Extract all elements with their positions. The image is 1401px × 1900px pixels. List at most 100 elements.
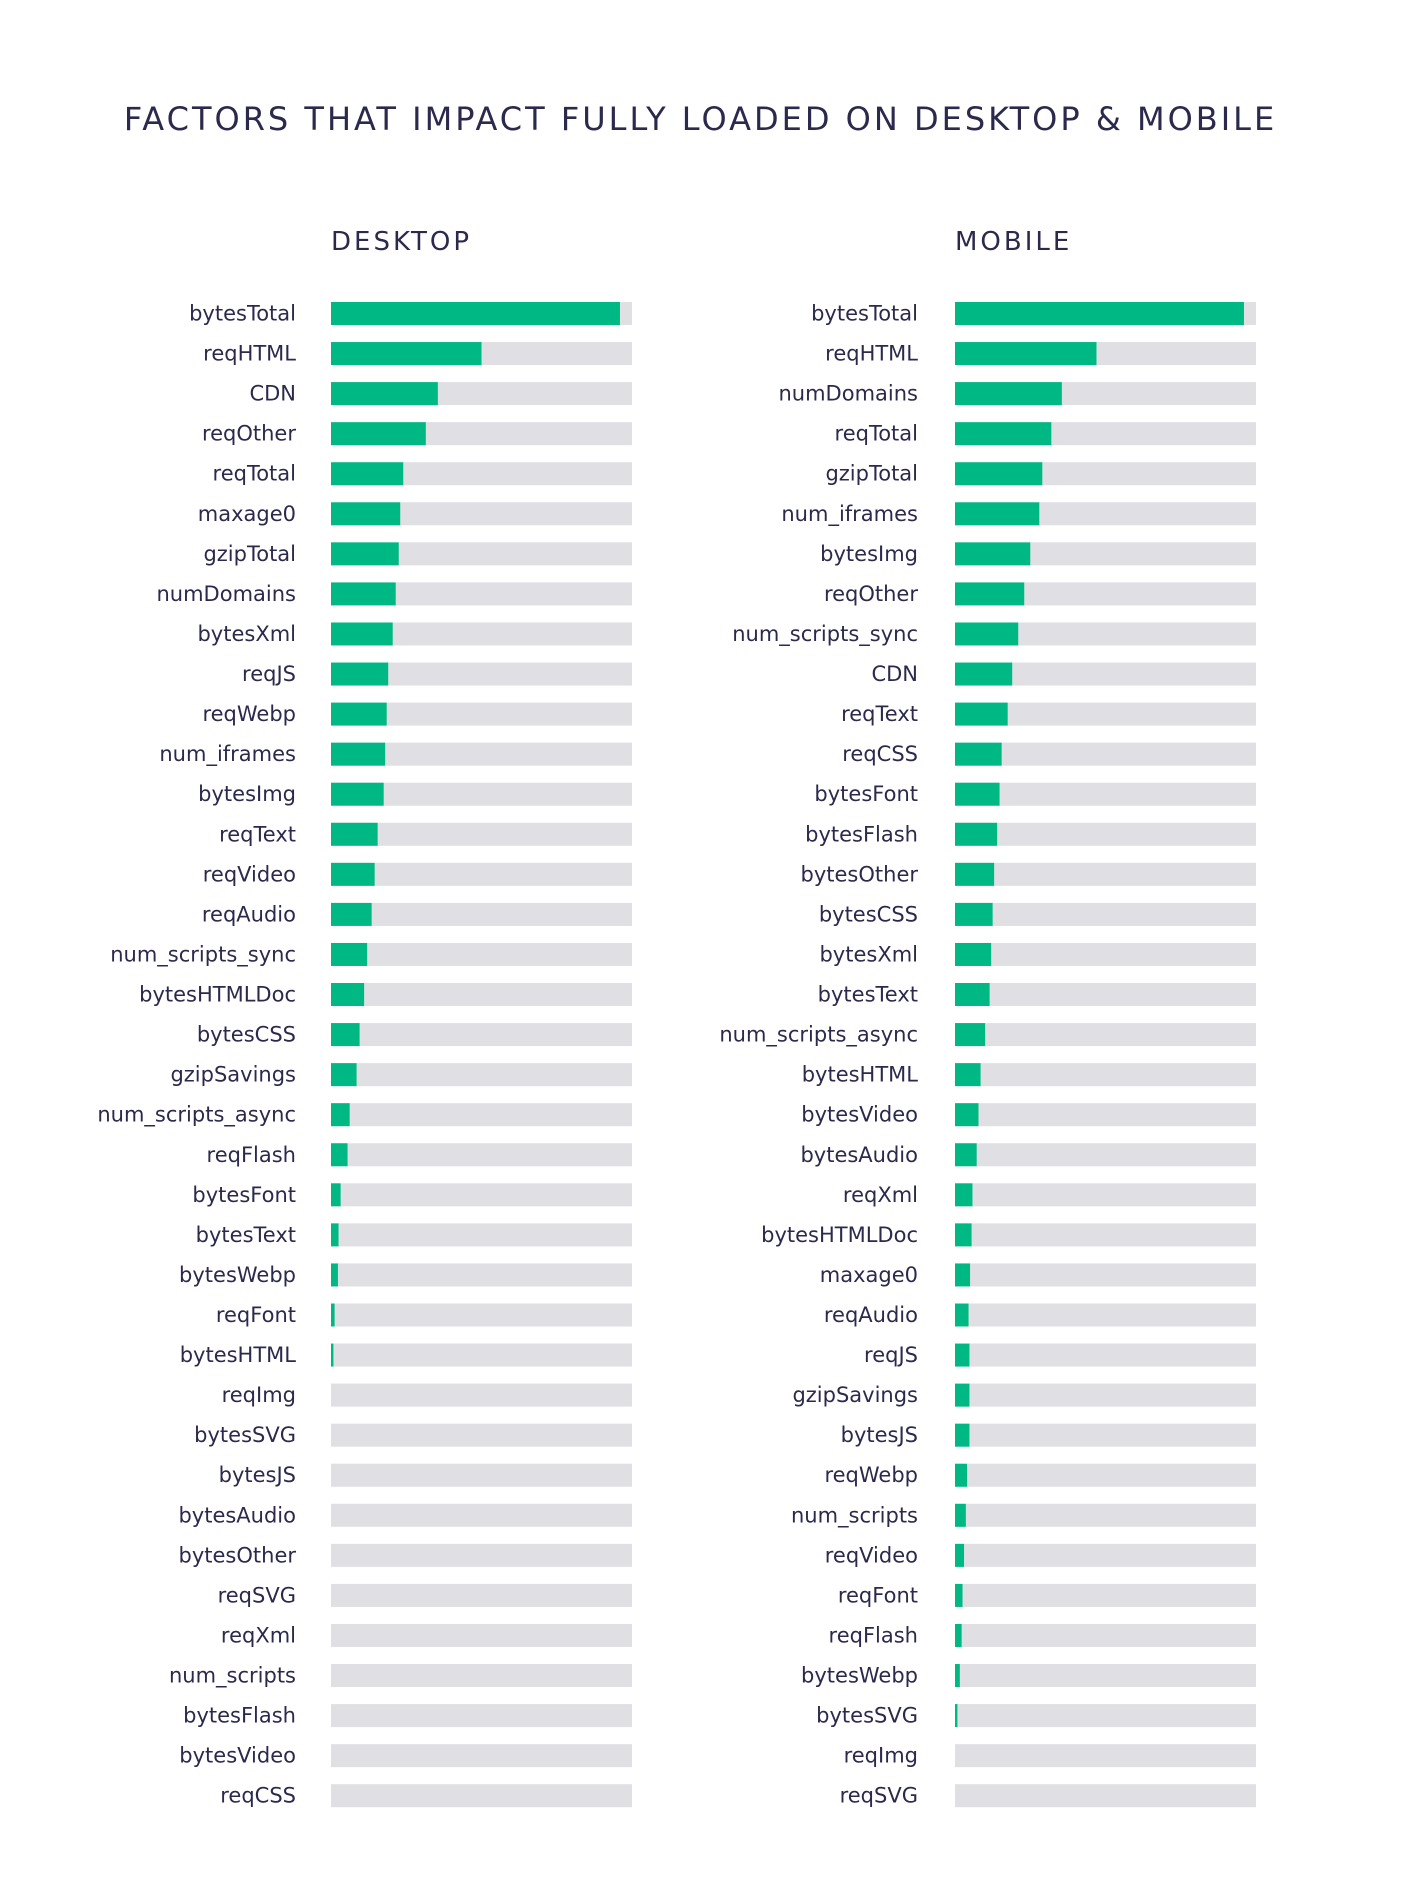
desktop-bar (331, 1303, 335, 1327)
desktop-category-label: bytesFont (192, 1183, 296, 1207)
mobile-bar-track (955, 983, 1256, 1007)
desktop-bar (331, 1023, 360, 1047)
desktop-bar-track (331, 662, 632, 686)
desktop-bar-track (331, 1103, 632, 1127)
mobile-bar-track (955, 702, 1256, 726)
mobile-bar-track (955, 1744, 1256, 1768)
mobile-bar-track (955, 1103, 1256, 1127)
mobile-bar-track (955, 1183, 1256, 1207)
mobile-bar (955, 302, 1244, 325)
mobile-bar-track (955, 1423, 1256, 1447)
desktop-category-label: CDN (249, 382, 296, 406)
mobile-bar-track (955, 1664, 1256, 1688)
mobile-category-label: gzipTotal (825, 462, 918, 486)
desktop-bar (331, 302, 620, 325)
mobile-category-label: reqOther (824, 582, 918, 606)
mobile-bar (955, 702, 1008, 726)
mobile-bar-track (955, 902, 1256, 926)
desktop-bar (331, 782, 384, 806)
desktop-bar (331, 422, 426, 446)
desktop-bar-track (331, 1423, 632, 1447)
mobile-bar-track (955, 1623, 1256, 1647)
mobile-bar (955, 462, 1043, 486)
mobile-category-label: bytesCSS (819, 902, 918, 926)
mobile-category-label: reqSVG (840, 1784, 918, 1808)
desktop-bar (331, 983, 365, 1007)
mobile-bar (955, 1383, 970, 1407)
desktop-bar (331, 662, 389, 686)
mobile-bar (955, 342, 1097, 366)
mobile-category-label: bytesJS (841, 1423, 918, 1447)
mobile-bar (955, 382, 1062, 406)
desktop-category-label: bytesAudio (178, 1503, 296, 1527)
mobile-bar (955, 1543, 965, 1567)
mobile-bar-track (955, 1143, 1256, 1167)
desktop-category-label: bytesXml (197, 622, 296, 646)
desktop-category-label: reqXml (221, 1623, 296, 1647)
mobile-category-label: num_iframes (781, 502, 918, 527)
desktop-bar (331, 1143, 348, 1167)
mobile-category-label: reqWebp (824, 1463, 918, 1487)
desktop-category-label: gzipTotal (203, 542, 296, 566)
desktop-bar-track (331, 1063, 632, 1087)
mobile-bar (955, 983, 990, 1007)
desktop-category-label: maxage0 (198, 502, 296, 526)
desktop-bar (331, 1223, 339, 1247)
desktop-category-label: bytesImg (198, 782, 296, 806)
mobile-category-label: reqFlash (829, 1623, 918, 1647)
mobile-category-label: bytesAudio (800, 1143, 918, 1167)
mobile-bar (955, 582, 1025, 606)
desktop-bar (331, 542, 399, 566)
mobile-bar (955, 942, 992, 966)
desktop-bar-track (331, 1183, 632, 1207)
desktop-category-label: bytesTotal (189, 302, 296, 326)
mobile-bar (955, 1463, 968, 1487)
mobile-bar (955, 422, 1052, 446)
desktop-category-label: bytesWebp (179, 1263, 296, 1287)
mobile-category-label: num_scripts_sync (732, 622, 918, 647)
desktop-category-label: bytesHTML (180, 1343, 297, 1367)
desktop-bar-track (331, 862, 632, 886)
mobile-category-label: maxage0 (820, 1263, 918, 1287)
desktop-bar (331, 942, 368, 966)
desktop-bar-track (331, 1223, 632, 1247)
desktop-category-label: reqAudio (202, 902, 296, 926)
desktop-category-label: bytesOther (179, 1543, 297, 1567)
desktop-bar-track (331, 1383, 632, 1407)
mobile-bar-track (955, 1223, 1256, 1247)
desktop-bar-track (331, 1463, 632, 1487)
chart-title: FACTORS THAT IMPACT FULLY LOADED ON DESK… (123, 100, 1278, 138)
mobile-bar (955, 1183, 973, 1207)
mobile-category-label: reqHTML (825, 342, 918, 366)
desktop-bar (331, 862, 375, 886)
desktop-bar-track (331, 983, 632, 1007)
mobile-category-label: numDomains (778, 382, 918, 406)
mobile-category-label: num_scripts (791, 1503, 918, 1528)
mobile-bar (955, 1303, 969, 1327)
desktop-category-label: reqWebp (202, 702, 296, 726)
mobile-bar (955, 1223, 972, 1247)
mobile-category-label: reqAudio (824, 1303, 918, 1327)
desktop-bar-track (331, 1784, 632, 1808)
desktop-category-label: gzipSavings (170, 1063, 296, 1087)
desktop-bar-track (331, 1623, 632, 1647)
mobile-bar (955, 1704, 958, 1728)
desktop-category-label: reqFlash (207, 1143, 296, 1167)
desktop-bar-track (331, 1343, 632, 1367)
mobile-bar-track (955, 1023, 1256, 1047)
desktop-category-label: reqVideo (203, 862, 296, 886)
mobile-bar-track (955, 1063, 1256, 1087)
mobile-panel: MOBILE bytesTotal reqHTML numDomains reqTota… (719, 227, 1256, 1808)
desktop-bar (331, 382, 438, 406)
mobile-category-label: bytesXml (819, 942, 918, 966)
mobile-bar (955, 1103, 979, 1127)
desktop-category-label: reqImg (222, 1383, 296, 1407)
desktop-bar-track (331, 1263, 632, 1287)
desktop-bar-track (331, 942, 632, 966)
mobile-category-label: CDN (871, 662, 918, 686)
desktop-bar (331, 702, 387, 726)
mobile-category-label: reqVideo (825, 1543, 918, 1567)
desktop-category-label: bytesHTMLDoc (139, 983, 296, 1007)
mobile-bar (955, 782, 1000, 806)
